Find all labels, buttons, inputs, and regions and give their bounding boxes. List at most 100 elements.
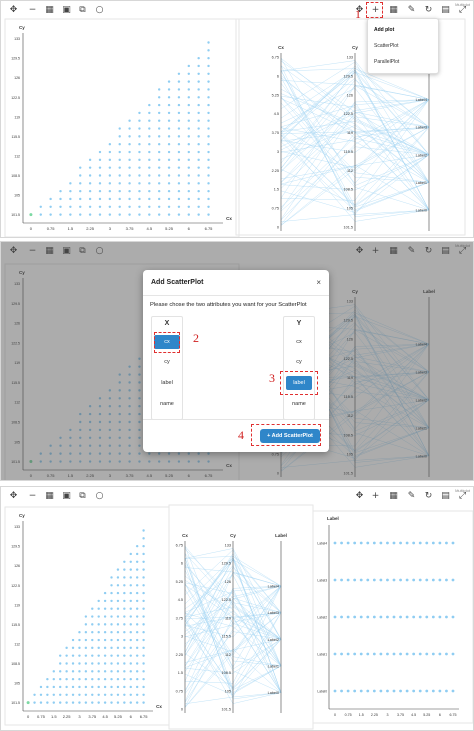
- scatter-point: [197, 119, 200, 122]
- fullscreen-icon[interactable]: ⤢: [458, 246, 467, 256]
- x-option-cy[interactable]: cy: [164, 359, 170, 365]
- swap-icon[interactable]: ⧉: [79, 5, 86, 15]
- annotation-number-4: 4: [238, 428, 244, 442]
- scatter-point: [97, 677, 100, 681]
- save-icon[interactable]: ▤: [441, 246, 450, 256]
- scatter-point: [177, 158, 181, 162]
- scatter-point: [167, 189, 171, 193]
- scatter-point: [39, 693, 43, 696]
- scatter-point: [177, 213, 181, 216]
- y-option-name[interactable]: name: [292, 401, 306, 407]
- scatter-point: [91, 670, 94, 673]
- refresh-icon[interactable]: ↻: [424, 246, 433, 256]
- cy-tick-label: 129.5: [221, 562, 231, 566]
- grid-icon[interactable]: ▦: [45, 491, 54, 501]
- add-scatterplot-button[interactable]: + Add ScatterPlot: [260, 429, 320, 443]
- annotation-number-2: 2: [193, 331, 199, 345]
- plus-icon[interactable]: +: [371, 5, 380, 15]
- refresh-icon[interactable]: ↻: [424, 491, 433, 501]
- image-icon[interactable]: ▣: [62, 491, 71, 501]
- cx-tick-label: 3: [277, 150, 279, 154]
- y-option-cx[interactable]: cx: [296, 339, 302, 345]
- minus-icon[interactable]: −: [28, 246, 37, 256]
- scatter-point: [177, 96, 181, 99]
- fullscreen-icon[interactable]: ⤢: [458, 491, 467, 501]
- scatter-point: [392, 689, 396, 693]
- cy-tick-label: 105: [347, 452, 353, 456]
- scatter-point: [148, 174, 151, 177]
- fullscreen-icon[interactable]: ⤢: [458, 5, 467, 15]
- y-option-label[interactable]: label: [286, 376, 312, 390]
- swap-icon[interactable]: ⧉: [79, 491, 86, 501]
- refresh-icon[interactable]: ↻: [424, 5, 433, 15]
- move-arrows-icon[interactable]: ✥: [355, 246, 364, 256]
- scatter-point: [431, 578, 435, 582]
- x-tick-label: 0.75: [37, 714, 46, 719]
- scatter-point: [98, 460, 102, 463]
- move-arrows-icon[interactable]: ✥: [355, 5, 364, 15]
- scatter-point: [118, 213, 121, 216]
- scatter-point: [65, 662, 68, 665]
- menu-item-parallelplot[interactable]: ParallelPlot: [374, 59, 400, 65]
- brush-icon[interactable]: ✎: [407, 246, 416, 256]
- scatter-point: [103, 599, 107, 603]
- scatter-point: [108, 189, 112, 193]
- scatter-point: [379, 541, 383, 545]
- plus-icon[interactable]: +: [371, 246, 380, 256]
- circle-icon[interactable]: ○: [95, 491, 104, 501]
- move-arrows-icon[interactable]: ✥: [9, 491, 18, 501]
- scatter-point: [207, 119, 210, 122]
- scatter-point: [71, 662, 75, 665]
- scatter-point: [97, 631, 100, 634]
- table-icon[interactable]: ▦: [389, 5, 398, 15]
- x-option-cx[interactable]: cx: [154, 335, 180, 349]
- image-icon[interactable]: ▣: [62, 246, 71, 256]
- scatter-point: [79, 174, 82, 177]
- x-option-label[interactable]: label: [161, 380, 173, 386]
- scatter-point: [138, 111, 141, 115]
- save-icon[interactable]: ▤: [441, 491, 450, 501]
- menu-item-scatterplot[interactable]: ScatterPlot: [374, 43, 399, 49]
- y-tick-label: 112: [14, 401, 20, 405]
- plus-icon[interactable]: +: [371, 491, 380, 501]
- table-icon[interactable]: ▦: [389, 491, 398, 501]
- image-icon[interactable]: ▣: [62, 5, 71, 15]
- scatter-point: [79, 444, 82, 447]
- scatter-point: [135, 584, 139, 587]
- circle-icon[interactable]: ○: [95, 246, 104, 256]
- scatter-point: [197, 460, 200, 463]
- save-icon[interactable]: ▤: [441, 5, 450, 15]
- table-icon[interactable]: ▦: [389, 246, 398, 256]
- scatter-point: [157, 119, 161, 122]
- scatter-point: [138, 412, 141, 416]
- grid-icon[interactable]: ▦: [45, 246, 54, 256]
- move-arrows-icon[interactable]: ✥: [9, 5, 18, 15]
- y-option-cy[interactable]: cy: [296, 359, 302, 365]
- scatter-point: [39, 685, 43, 689]
- cx-tick-label: 0.75: [176, 689, 183, 693]
- close-icon[interactable]: ×: [316, 278, 321, 287]
- move-arrows-icon[interactable]: ✥: [355, 491, 364, 501]
- circle-icon[interactable]: ○: [95, 5, 104, 15]
- scatter-point: [148, 182, 151, 185]
- minus-icon[interactable]: −: [28, 5, 37, 15]
- scatter-point: [135, 591, 139, 595]
- scatter-point: [157, 150, 161, 154]
- scatter-point: [84, 638, 88, 642]
- scatter-point: [451, 689, 455, 693]
- brush-icon[interactable]: ✎: [407, 491, 416, 501]
- label-tick-label: Label0: [416, 454, 427, 458]
- scatter-point: [425, 652, 429, 656]
- y-tick-label: 126: [14, 322, 20, 326]
- x-option-name[interactable]: name: [160, 401, 174, 407]
- scatter-point: [379, 578, 383, 582]
- scatter-point: [59, 197, 62, 201]
- grid-icon[interactable]: ▦: [45, 5, 54, 15]
- brush-icon[interactable]: ✎: [407, 5, 416, 15]
- minus-icon[interactable]: −: [28, 491, 37, 501]
- move-arrows-icon[interactable]: ✥: [9, 246, 18, 256]
- scatter-point: [110, 646, 113, 650]
- swap-icon[interactable]: ⧉: [79, 246, 86, 256]
